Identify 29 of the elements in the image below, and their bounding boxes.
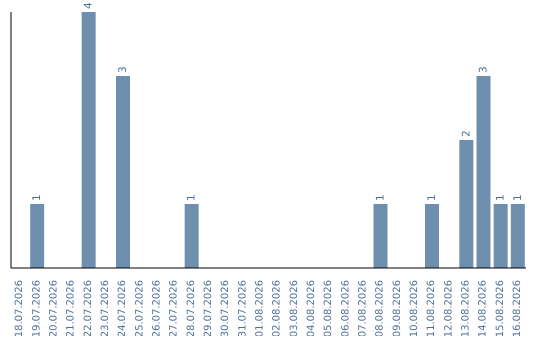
x-tick-label: 11.08.2026 <box>426 280 438 338</box>
x-tick-label: 15.08.2026 <box>494 280 506 338</box>
data-label: 1 <box>512 194 524 201</box>
bar <box>510 204 525 268</box>
bar <box>184 204 199 268</box>
x-tick-label: 18.07.2026 <box>14 280 26 338</box>
bar <box>476 76 490 268</box>
x-tick-label: 14.08.2026 <box>478 280 489 338</box>
bar <box>374 204 388 268</box>
x-tick-label: 16.08.2026 <box>512 280 523 338</box>
x-tick-label: 19.07.2026 <box>31 280 42 338</box>
data-label: 1 <box>494 194 507 201</box>
bar <box>494 204 508 268</box>
bar <box>116 76 130 268</box>
data-label: 3 <box>478 66 490 73</box>
data-label: 1 <box>426 194 438 201</box>
data-label: 3 <box>117 66 129 73</box>
data-label: 2 <box>460 130 472 137</box>
x-tick-label: 13.08.2026 <box>460 280 472 338</box>
x-tick-label: 12.08.2026 <box>443 280 454 338</box>
data-label: 1 <box>31 194 44 201</box>
data-label: 4 <box>82 2 95 9</box>
data-label: 1 <box>374 194 386 201</box>
bar <box>459 140 474 268</box>
bar <box>82 12 96 268</box>
bar <box>30 204 44 268</box>
x-tick-label: 10.08.2026 <box>408 280 420 338</box>
bar <box>425 204 439 268</box>
data-label: 1 <box>186 194 198 201</box>
